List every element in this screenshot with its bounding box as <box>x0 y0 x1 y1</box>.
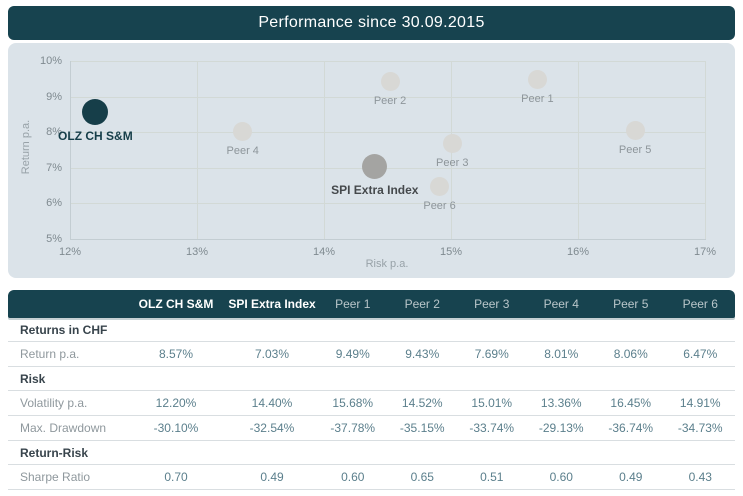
x-axis-tick-label: 15% <box>439 246 463 258</box>
cell-value: -37.78% <box>330 421 376 435</box>
cell-value: 8.01% <box>544 347 579 361</box>
table-header-cell: Peer 5 <box>613 297 649 311</box>
x-axis-tick-label: 12% <box>58 246 82 258</box>
table-row: Max. Drawdown -30.10% -32.54% -37.78% -35.15… <box>8 416 735 441</box>
table-header-cell: OLZ CH S&M <box>138 297 214 311</box>
cell-value: 14.91% <box>679 396 721 410</box>
y-axis-tick-label: 10% <box>39 55 62 67</box>
grid-line-vertical <box>705 61 706 239</box>
table-row: Return p.a. 8.57% 7.03% 9.49% 9.43% 7.69% 8.01… <box>8 342 735 367</box>
section-header-row: Risk <box>8 367 735 391</box>
cell-value: -30.10% <box>153 421 199 435</box>
cell-value: 14.52% <box>401 396 443 410</box>
y-axis-tick-label: 5% <box>46 233 62 245</box>
cell-value: 0.65 <box>410 470 434 484</box>
y-axis-tick-label: 7% <box>46 161 62 174</box>
cell-value: -29.13% <box>538 421 584 435</box>
data-point-dot <box>82 98 109 125</box>
data-point-dot <box>442 133 462 153</box>
y-axis-line <box>70 61 71 239</box>
data-point-label: Peer 4 <box>226 145 259 158</box>
cell-value: 9.43% <box>405 347 440 361</box>
table-header-row: OLZ CH S&M SPI Extra Index Peer 1 Peer 2 Pee… <box>8 290 735 318</box>
data-point-label: Peer 2 <box>373 94 407 107</box>
data-point-label: Peer 3 <box>436 156 469 169</box>
table-header-cell: Peer 6 <box>682 297 718 311</box>
cell-value: 7.03% <box>254 347 290 361</box>
data-point-label: Peer 5 <box>618 143 652 156</box>
section-header-row: Returns in CHF <box>8 318 735 342</box>
x-axis-tick-label: 17% <box>693 246 717 258</box>
data-point-dot <box>362 154 388 180</box>
cell-value: 0.60 <box>341 470 365 484</box>
x-axis-line <box>70 239 706 240</box>
risk-return-scatter-chart: Return p.a. Risk p.a. 12% 13% 14% 15% 16% 17%… <box>8 43 735 278</box>
x-axis-title: Risk p.a. <box>365 258 409 270</box>
cell-value: 0.51 <box>480 470 504 484</box>
x-axis-tick-label: 16% <box>566 246 590 258</box>
cell-value: 6.47% <box>683 347 718 361</box>
row-label: Volatility p.a. <box>20 396 88 410</box>
x-axis-tick-label: 13% <box>185 246 209 258</box>
table-header-cell: SPI Extra Index <box>228 297 316 311</box>
cell-value: 8.57% <box>158 347 194 361</box>
cell-value: 8.06% <box>613 347 648 361</box>
cell-value: 15.01% <box>471 396 513 410</box>
cell-value: 7.69% <box>474 347 509 361</box>
grid-line-vertical <box>578 61 579 239</box>
grid-line-horizontal <box>70 167 705 169</box>
table-header-cell: Peer 1 <box>335 297 371 311</box>
data-point-label: SPI Extra Index <box>331 183 419 198</box>
data-point-dot <box>527 69 547 89</box>
cell-value: 9.49% <box>335 347 370 361</box>
cell-value: -32.54% <box>249 421 295 435</box>
cell-value: -36.74% <box>608 421 654 435</box>
table-row: Sharpe Ratio 0.70 0.49 0.60 0.65 0.51 0.60 0.49… <box>8 465 735 490</box>
cell-value: 0.49 <box>260 470 284 484</box>
data-point-dot <box>380 71 400 91</box>
cell-value: -34.73% <box>677 421 723 435</box>
y-axis-tick-label: 8% <box>46 126 62 139</box>
data-point-dot <box>430 177 450 197</box>
row-label: Sharpe Ratio <box>20 470 91 484</box>
x-axis-tick-label: 14% <box>312 246 336 258</box>
cell-value: 13.36% <box>540 396 582 410</box>
cell-value: 14.40% <box>251 396 293 410</box>
section-header-row: Return-Risk <box>8 441 735 465</box>
data-point-label: OLZ CH S&M <box>58 128 133 143</box>
cell-value: 0.43 <box>688 470 712 484</box>
y-axis-tick-label: 6% <box>46 197 62 210</box>
table-header-cell: Peer 3 <box>474 297 510 311</box>
cell-value: -35.15% <box>399 421 445 435</box>
row-label: Max. Drawdown <box>20 421 107 435</box>
table-header-cell: Peer 4 <box>543 297 579 311</box>
grid-line-horizontal <box>70 132 705 134</box>
cell-value: 0.60 <box>549 470 573 484</box>
data-point-label: Peer 6 <box>423 200 456 213</box>
cell-value: -33.74% <box>469 421 515 435</box>
cell-value: 0.49 <box>619 470 643 484</box>
grid-line-horizontal <box>70 96 705 98</box>
table-header-cell: Peer 2 <box>404 297 440 311</box>
cell-value: 0.70 <box>164 470 188 484</box>
cell-value: 12.20% <box>155 396 197 410</box>
data-point-dot <box>625 120 645 140</box>
grid-line-horizontal <box>70 203 705 205</box>
report-title-bar: Performance since 30.09.2015 <box>8 6 735 40</box>
grid-line-vertical <box>324 61 325 239</box>
table-row: Volatility p.a. 12.20% 14.40% 15.68% 14.52% 1… <box>8 391 735 416</box>
row-label: Return p.a. <box>20 347 80 361</box>
cell-value: 16.45% <box>610 396 652 410</box>
y-axis-tick-label: 9% <box>46 90 62 103</box>
data-point-dot <box>233 122 253 142</box>
grid-line-vertical <box>197 61 198 239</box>
data-point-label: Peer 1 <box>521 92 554 105</box>
performance-table: Returns in CHF Return p.a. 8.57% 7.03% 9.49%… <box>8 318 735 490</box>
cell-value: 15.68% <box>332 396 374 410</box>
grid-line-horizontal <box>70 61 705 62</box>
report-title: Performance since 30.09.2015 <box>258 14 485 31</box>
